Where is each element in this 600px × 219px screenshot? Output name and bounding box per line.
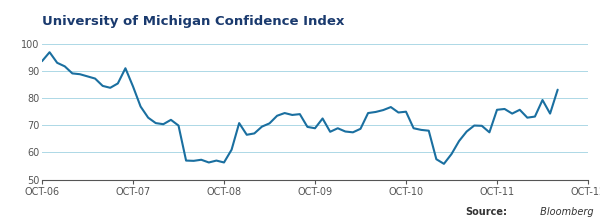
Text: University of Michigan Confidence Index: University of Michigan Confidence Index xyxy=(42,15,344,28)
Text: Source:: Source: xyxy=(465,207,507,217)
Text: Bloomberg: Bloomberg xyxy=(538,207,594,217)
